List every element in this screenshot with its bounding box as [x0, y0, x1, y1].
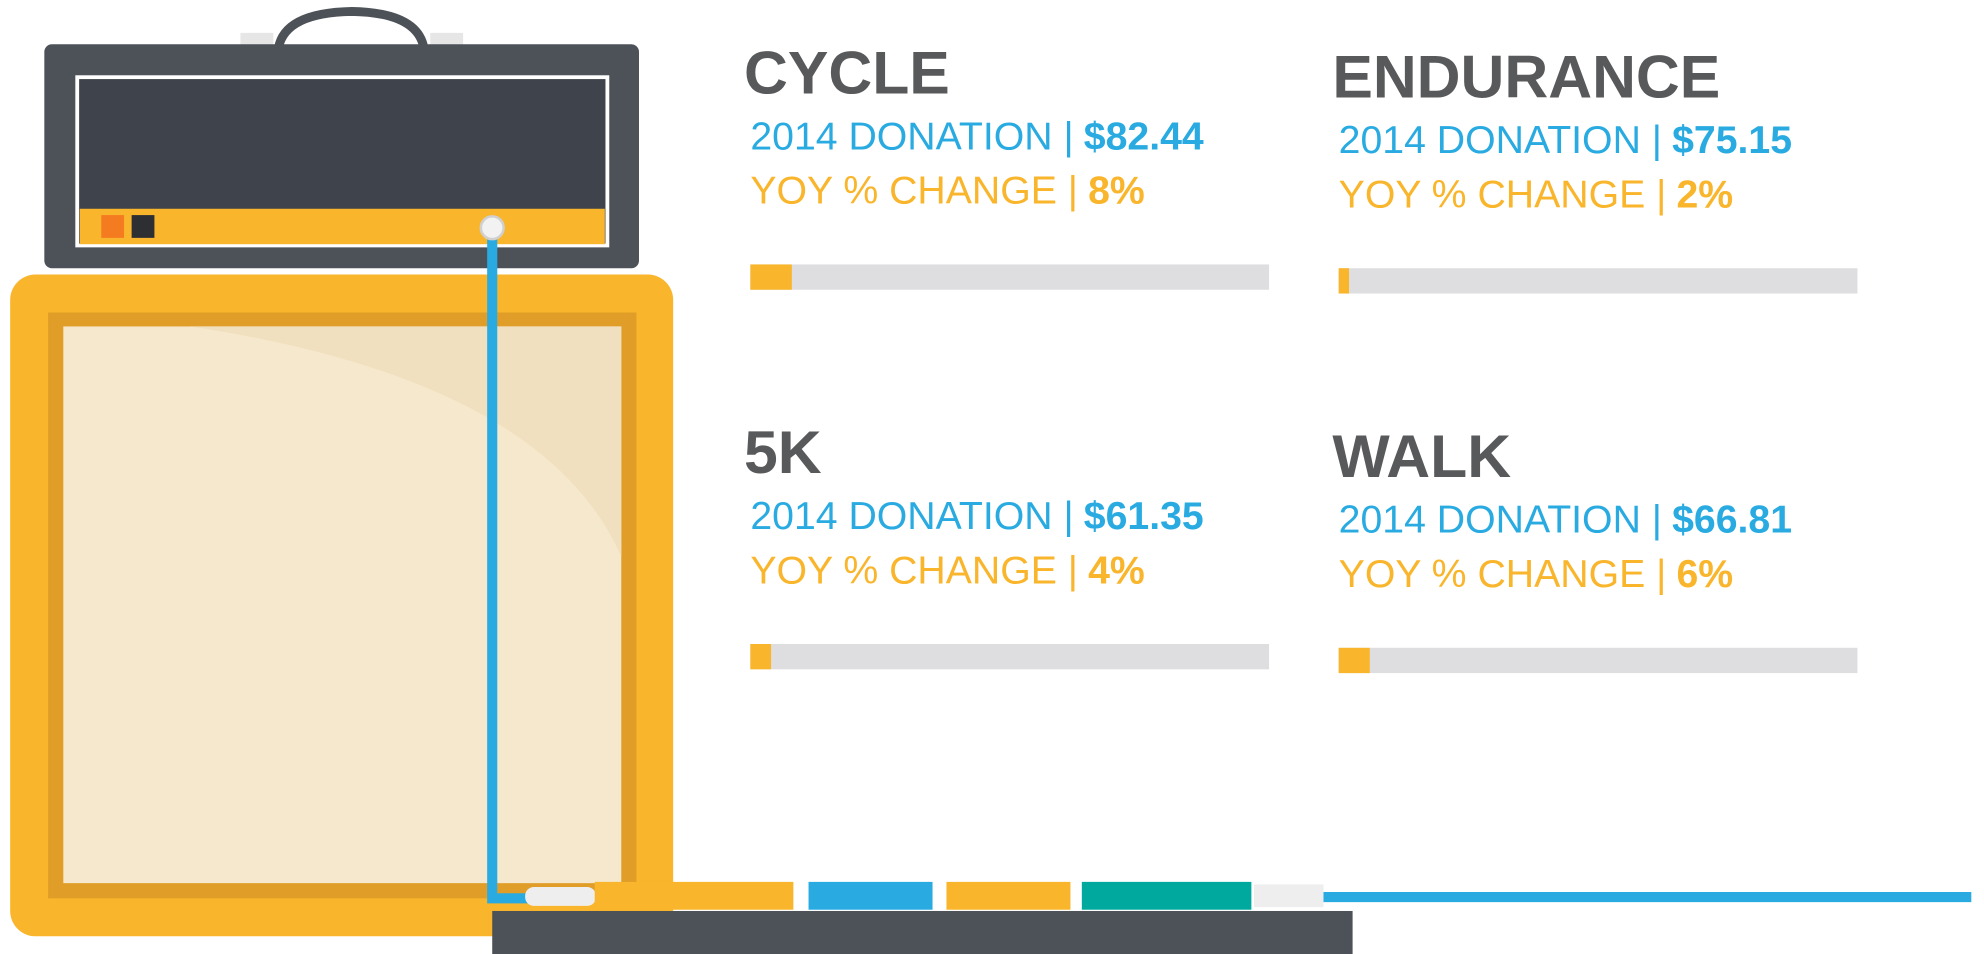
amp	[10, 6, 1972, 954]
pedal	[808, 881, 933, 910]
bar	[1338, 268, 1350, 294]
change-line: YOY % CHANGE | 8%	[750, 169, 1144, 213]
donation-label: 2014 DONATION |	[1339, 118, 1662, 162]
donation-value: $75.15	[1672, 118, 1792, 162]
bar-track	[1338, 647, 1858, 674]
donation-line: 2014 DONATION | $75.15	[1339, 118, 1792, 162]
bar	[750, 264, 792, 290]
donation-line: 2014 DONATION | $61.35	[750, 494, 1203, 538]
donation-line: 2014 DONATION | $82.44	[750, 114, 1204, 158]
bar	[1338, 647, 1370, 674]
knob	[131, 215, 155, 238]
donation-value: $82.44	[1084, 114, 1204, 158]
change-line: YOY % CHANGE | 2%	[1339, 173, 1733, 217]
donation-label: 2014 DONATION |	[750, 494, 1073, 538]
plug	[525, 886, 596, 906]
change-label: YOY % CHANGE |	[750, 169, 1078, 213]
change-line: YOY % CHANGE | 6%	[1339, 552, 1733, 596]
donation-value: $66.81	[1672, 498, 1792, 542]
change-label: YOY % CHANGE |	[1339, 173, 1667, 217]
change-value: 6%	[1676, 552, 1733, 596]
change-value: 2%	[1676, 173, 1733, 217]
donation-label: 2014 DONATION |	[1339, 498, 1662, 542]
pedal	[1081, 881, 1252, 910]
panel-title: 5K	[744, 418, 822, 486]
pedal	[946, 881, 1071, 910]
wire	[1323, 892, 1972, 903]
panel-title: WALK	[1332, 422, 1511, 490]
floor	[492, 910, 1353, 954]
bar-track	[750, 264, 1270, 290]
donation-line: 2014 DONATION | $66.81	[1339, 498, 1792, 542]
bar-track	[1338, 268, 1858, 294]
change-line: YOY % CHANGE | 4%	[750, 548, 1144, 592]
donation-label: 2014 DONATION |	[750, 114, 1073, 158]
change-label: YOY % CHANGE |	[750, 548, 1078, 592]
donation-value: $61.35	[1084, 494, 1204, 538]
cable	[487, 227, 532, 904]
change-label: YOY % CHANGE |	[1339, 552, 1667, 596]
amp-strip	[79, 208, 605, 245]
knob	[101, 215, 125, 238]
pedal	[594, 881, 794, 910]
grille-shade	[189, 326, 622, 557]
jack	[479, 215, 505, 241]
pedal	[1253, 884, 1324, 908]
change-value: 4%	[1088, 548, 1145, 592]
bar	[750, 644, 772, 670]
handle	[274, 6, 429, 50]
change-value: 8%	[1088, 169, 1145, 213]
panel-title: CYCLE	[744, 39, 950, 107]
bar-track	[750, 644, 1270, 670]
panel-title: ENDURANCE	[1332, 42, 1720, 110]
